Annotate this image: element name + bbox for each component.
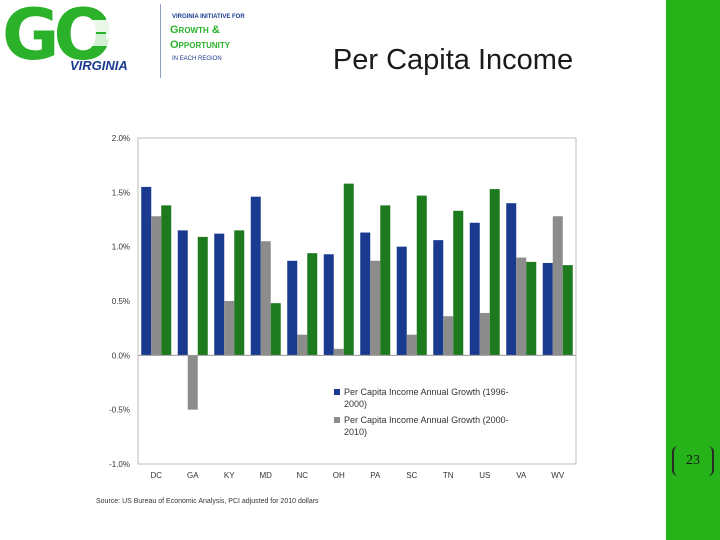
bar-3-ga: [197, 236, 208, 356]
x-tick-label: PA: [370, 471, 381, 480]
bar-2-nc: [297, 334, 308, 356]
bar-1-us: [469, 222, 480, 356]
bar-1-wv: [542, 262, 553, 356]
logo-line-4: IN EACH REGION: [172, 56, 222, 62]
bar-1-tn: [433, 240, 444, 356]
bar-3-nc: [307, 253, 318, 356]
x-tick-label: WV: [551, 471, 565, 480]
plot-frame: [137, 137, 577, 465]
source-note: Source: US Bureau of Economic Analysis, …: [96, 498, 319, 505]
bar-2-ga: [187, 355, 198, 410]
logo-line-3: Opportunity: [170, 39, 231, 51]
legend-swatch: [334, 389, 340, 395]
x-tick-label: MD: [260, 471, 273, 480]
bar-3-us: [489, 189, 500, 356]
legend-entry: Per Capita Income Annual Growth (2000-20…: [344, 415, 509, 437]
bar-3-dc: [161, 205, 172, 356]
y-tick-label: 1.0%: [112, 243, 130, 252]
x-tick-label: OH: [333, 471, 345, 480]
bar-chart: -1.0% -0.5% 0.0% 0.5% 1.0% 1.5% 2.0% DC GA KY MD NC…: [92, 130, 608, 510]
logo-arrows-icon: [74, 12, 128, 52]
bar-2-us: [479, 312, 490, 356]
logo-line-1: VIRGINIA INITIATIVE FOR: [172, 14, 245, 20]
bar-1-va: [506, 203, 517, 356]
bar-2-ky: [224, 301, 235, 356]
bar-1-ky: [214, 233, 225, 356]
bar-1-ga: [177, 230, 188, 356]
bar-3-md: [270, 303, 281, 356]
y-tick-label: 0.0%: [112, 351, 130, 360]
bar-1-nc: [287, 260, 298, 356]
bar-3-tn: [453, 210, 464, 356]
bar-1-md: [250, 196, 261, 356]
legend-box: [330, 382, 570, 446]
page-number: 23: [672, 446, 714, 476]
y-tick-label: -0.5%: [109, 406, 130, 415]
bar-3-ky: [234, 230, 245, 356]
bar-2-dc: [151, 216, 162, 356]
bar-2-va: [516, 257, 527, 356]
bar-1-oh: [323, 254, 334, 356]
logo-divider: [160, 4, 161, 78]
y-tick-label: 1.5%: [112, 188, 130, 197]
logo-line-2: Growth &: [170, 24, 220, 36]
bar-2-pa: [370, 260, 381, 356]
x-tick-label: SC: [406, 471, 417, 480]
x-tick-label: KY: [224, 471, 235, 480]
bar-2-sc: [406, 334, 417, 356]
x-tick-label: VA: [516, 471, 527, 480]
bar-3-wv: [562, 265, 573, 356]
logo-virginia: VIRGINIA: [70, 58, 128, 73]
go-virginia-logo: GO VIRGINIA VIRGINIA INITIATIVE FOR Grow…: [2, 0, 302, 82]
bar-3-pa: [380, 205, 391, 356]
legend-swatch: [334, 417, 340, 423]
bar-3-oh: [343, 183, 354, 356]
y-tick-label: -1.0%: [109, 460, 130, 469]
bar-1-dc: [141, 186, 152, 356]
bar-2-md: [260, 241, 271, 356]
slide-title: Per Capita Income: [332, 44, 574, 76]
bar-2-wv: [552, 216, 563, 356]
bar-3-sc: [416, 195, 427, 356]
y-tick-label: 0.5%: [112, 297, 130, 306]
bar-1-pa: [360, 232, 371, 356]
bar-1-sc: [396, 246, 407, 356]
x-tick-label: DC: [150, 471, 162, 480]
legend-entry: Per Capita Income Annual Growth (1996-20…: [344, 387, 509, 409]
x-tick-label: TN: [443, 471, 454, 480]
y-tick-label: 2.0%: [112, 134, 130, 143]
bar-2-tn: [443, 316, 454, 356]
x-tick-label: NC: [296, 471, 308, 480]
x-tick-label: US: [479, 471, 490, 480]
x-tick-label: GA: [187, 471, 199, 480]
bar-2-oh: [333, 348, 344, 356]
bar-3-va: [526, 261, 537, 356]
